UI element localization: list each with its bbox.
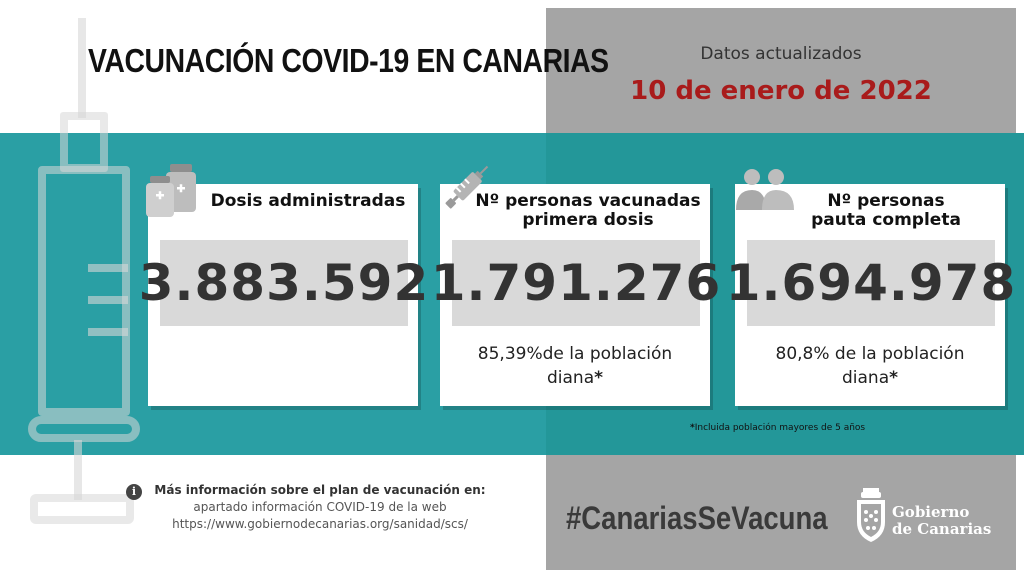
card-percentage: 85,39%de la población diana* [477, 344, 673, 388]
info-block: Más información sobre el plan de vacunac… [120, 482, 520, 533]
info-icon: i [126, 484, 142, 500]
card-title: Nº personas vacunadas primera dosis [475, 191, 701, 230]
info-heading: Más información sobre el plan de vacunac… [154, 483, 486, 497]
card-title: Nº personas pauta completa [811, 191, 961, 230]
updated-label: Datos actualizados [700, 44, 862, 64]
people-icon [736, 169, 794, 210]
card-first-dose: Nº personas vacunadas primera dosis 1.79… [431, 184, 720, 406]
card-doses-administered: Dosis administradas 3.883.592 [139, 184, 428, 406]
medicine-bottles-icon [146, 164, 196, 217]
card-value: 1.694.978 [726, 240, 1015, 326]
card-value: 1.791.276 [431, 240, 720, 326]
info-url[interactable]: https://www.gobiernodecanarias.org/sanid… [172, 517, 468, 531]
footnote: *Incluida población mayores de 5 años [690, 423, 866, 433]
card-title: Dosis administradas [210, 191, 406, 211]
card-percentage: 80,8% de la población diana* [775, 344, 965, 388]
syringe-icon [445, 165, 489, 209]
card-full-schedule: Nº personas pauta completa 1.694.978 80,… [726, 184, 1015, 406]
info-subtext: apartado información COVID-19 de la web [193, 500, 447, 514]
government-logo: Gobierno de Canarias [892, 503, 992, 538]
hashtag: #CanariasSeVacuna [566, 500, 828, 536]
page-title: VACUNACIÓN COVID-19 EN CANARIAS [88, 42, 609, 79]
coat-of-arms-icon [857, 488, 885, 542]
card-value: 3.883.592 [139, 240, 428, 326]
updated-date: 10 de enero de 2022 [630, 76, 932, 106]
